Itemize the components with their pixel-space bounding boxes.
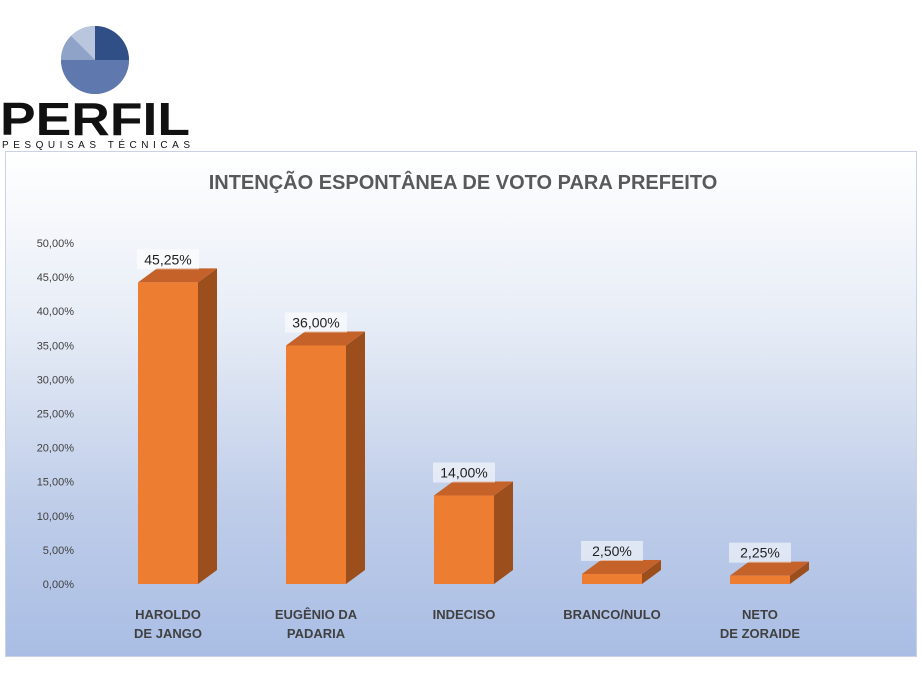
chart-title: INTENÇÃO ESPONTÂNEA DE VOTO PARA PREFEIT… xyxy=(209,170,718,194)
bar-top xyxy=(138,268,217,283)
y-tick-label: 15,00% xyxy=(37,477,75,489)
bar-side xyxy=(346,331,365,584)
y-tick-label: 10,00% xyxy=(37,511,75,523)
x-category-label: DE JANGO xyxy=(134,626,202,641)
data-label: 36,00% xyxy=(285,312,347,333)
y-tick-label: 35,00% xyxy=(37,340,75,352)
bar xyxy=(434,481,513,584)
data-label-box xyxy=(285,312,347,333)
data-label: 45,25% xyxy=(137,249,199,270)
data-label-text: 2,25% xyxy=(740,545,780,561)
y-tick-label: 0,00% xyxy=(43,579,74,591)
bar xyxy=(138,268,217,584)
bar xyxy=(286,331,365,584)
pie-logo-icon xyxy=(61,26,129,94)
x-axis-labels: HAROLDO DE JANGO EUGÊNIO DA PADARIA INDECISO… xyxy=(134,607,800,641)
bar-front xyxy=(434,495,494,584)
x-category-label: BRANCO/NULO xyxy=(563,607,661,622)
x-category-label: DE ZORAIDE xyxy=(720,626,801,641)
data-label-box xyxy=(433,462,495,483)
data-label: 2,50% xyxy=(581,540,643,561)
bar-front xyxy=(286,345,346,584)
y-tick-label: 25,00% xyxy=(37,409,75,421)
x-category-label: PADARIA xyxy=(287,626,346,641)
bar xyxy=(582,559,661,584)
bar-top xyxy=(730,561,809,576)
bar-chart: INTENÇÃO ESPONTÂNEA DE VOTO PARA PREFEIT… xyxy=(37,170,809,641)
data-label-text: 2,50% xyxy=(592,543,632,559)
y-tick-label: 30,00% xyxy=(37,374,75,386)
x-category-label: EUGÊNIO DA xyxy=(275,607,358,622)
data-label-box xyxy=(137,249,199,270)
brand-name: PERFIL xyxy=(0,93,190,145)
bar-side xyxy=(790,561,809,584)
y-axis: 0,00% 5,00% 10,00% 15,00% 20,00% 25,00% 30,00%… xyxy=(37,238,75,591)
bar-front xyxy=(582,573,642,584)
bar-top xyxy=(434,481,513,496)
data-label-box xyxy=(581,540,643,561)
bar-series xyxy=(138,268,809,584)
data-label-box xyxy=(729,542,791,563)
chart-area: INTENÇÃO ESPONTÂNEA DE VOTO PARA PREFEIT… xyxy=(5,151,917,657)
bar-front xyxy=(138,282,198,584)
y-tick-label: 5,00% xyxy=(43,545,74,557)
x-category-label: HAROLDO xyxy=(135,607,201,622)
bar-top xyxy=(286,331,365,346)
data-label: 14,00% xyxy=(433,462,495,483)
y-tick-label: 50,00% xyxy=(37,238,75,250)
data-label-text: 45,25% xyxy=(144,251,191,267)
x-category-label: INDECISO xyxy=(433,607,496,622)
bar-side xyxy=(642,559,661,584)
x-category-label: NETO xyxy=(742,607,778,622)
y-tick-label: 40,00% xyxy=(37,306,75,318)
bar-front xyxy=(730,575,790,584)
data-labels: 45,25% 36,00% 14,00% 2,50% 2,25% xyxy=(137,249,791,563)
y-tick-label: 20,00% xyxy=(37,443,75,455)
perfil-logo: PERFIL PESQUISAS TÉCNICAS xyxy=(0,26,190,151)
data-label: 2,25% xyxy=(729,542,791,563)
data-label-text: 14,00% xyxy=(440,465,487,481)
bar-side xyxy=(494,481,513,584)
data-label-text: 36,00% xyxy=(292,314,339,330)
y-tick-label: 45,00% xyxy=(37,272,75,284)
bar-side xyxy=(198,268,217,584)
bar xyxy=(730,561,809,584)
bar-top xyxy=(582,559,661,574)
